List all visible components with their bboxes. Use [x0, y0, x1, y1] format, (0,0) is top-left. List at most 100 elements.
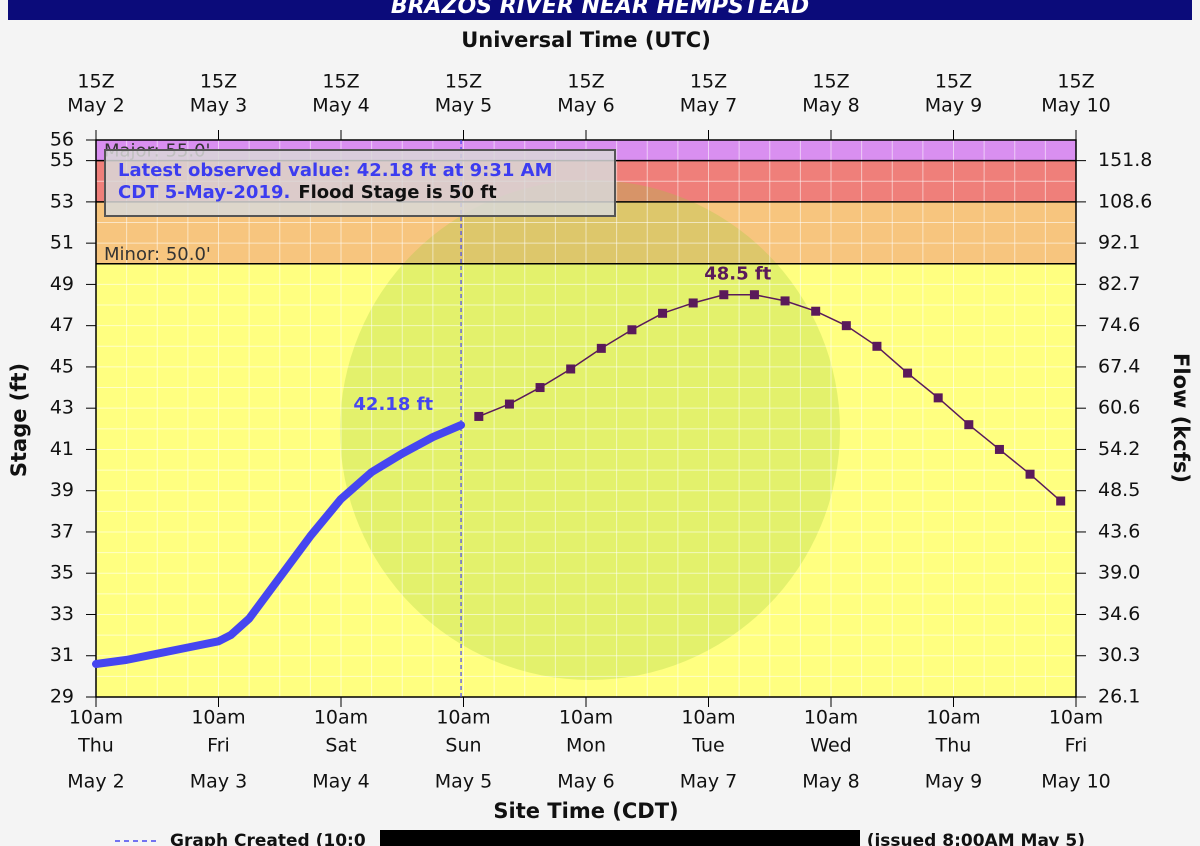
- x-tick-label: 10am: [804, 707, 858, 729]
- x-tick-label: May 8: [802, 771, 859, 793]
- y-tick-label: 41: [50, 438, 74, 460]
- x2-tick-label: 15Z: [77, 71, 114, 93]
- observed-line: [92, 421, 466, 668]
- occluder: [380, 830, 860, 846]
- x2-tick-label: 15Z: [322, 71, 359, 93]
- x2-tick-label: May 6: [557, 95, 614, 117]
- y-tick-label: 39: [50, 479, 74, 501]
- y2-tick-label: 30.3: [1098, 644, 1140, 666]
- x-tick-label: Thu: [77, 735, 114, 757]
- forecast-point: [566, 364, 576, 374]
- annotation-text: Flood Stage is 50 ft: [298, 182, 497, 203]
- x2-tick-label: 15Z: [935, 71, 972, 93]
- x-tick-label: Fri: [1065, 735, 1088, 757]
- forecast-point: [872, 341, 882, 351]
- y2-tick-label: 67.4: [1098, 355, 1140, 377]
- forecast-point: [841, 321, 851, 331]
- y-tick-label: 56: [50, 129, 74, 151]
- watermark: [340, 180, 840, 680]
- flood-stage-label: Minor: 50.0': [104, 244, 211, 265]
- x-tick-label: 10am: [314, 707, 368, 729]
- x-tick-label: Wed: [810, 735, 851, 757]
- y2-tick-label: 60.6: [1098, 397, 1140, 419]
- annotation-text: CDT 5-May-2019.: [118, 182, 290, 203]
- y-tick-label: 49: [50, 273, 74, 295]
- x2-tick-label: May 2: [67, 95, 124, 117]
- x-tick-label: 10am: [681, 707, 735, 729]
- x-tick-label: May 6: [557, 771, 614, 793]
- x-tick-label: May 5: [435, 771, 492, 793]
- forecast-point: [596, 343, 606, 353]
- forecast-point: [749, 290, 759, 300]
- y-tick-label: 37: [50, 520, 74, 542]
- forecast-point: [1056, 496, 1066, 506]
- forecast-point: [780, 296, 790, 306]
- forecast-point: [658, 308, 668, 318]
- x-tick-label: May 10: [1041, 771, 1111, 793]
- annotation-text: Latest observed value: 42.18 ft at 9:31 …: [118, 160, 553, 181]
- forecast-point: [1025, 469, 1035, 479]
- forecast-point: [719, 290, 729, 300]
- x-tick-label: 10am: [191, 707, 245, 729]
- x-tick-label: Sun: [445, 735, 481, 757]
- forecast-point: [994, 444, 1004, 454]
- y2-tick-label: 108.6: [1098, 190, 1152, 212]
- x-tick-label: 10am: [436, 707, 490, 729]
- y2-tick-label: 43.6: [1098, 520, 1140, 542]
- y2-tick-label: 48.5: [1098, 479, 1140, 501]
- x-axis-title: Site Time (CDT): [493, 799, 678, 823]
- x2-tick-label: 15Z: [1057, 71, 1094, 93]
- x2-tick-label: May 7: [680, 95, 737, 117]
- y2-tick-label: 92.1: [1098, 232, 1140, 254]
- x-tick-label: Thu: [935, 735, 972, 757]
- x-tick-label: 10am: [1049, 707, 1103, 729]
- y2-tick-label: 54.2: [1098, 438, 1140, 460]
- x2-tick-label: May 3: [190, 95, 247, 117]
- forecast-point: [504, 399, 514, 409]
- x2-tick-label: May 9: [925, 95, 982, 117]
- x-tick-label: Fri: [207, 735, 230, 757]
- y2-tick-label: 26.1: [1098, 686, 1140, 708]
- y2-tick-label: 151.8: [1098, 149, 1152, 171]
- x-tick-label: 10am: [69, 707, 123, 729]
- y-tick-label: 31: [50, 644, 74, 666]
- x2-tick-label: May 4: [312, 95, 369, 117]
- y-tick-label: 43: [50, 397, 74, 419]
- y-tick-label: 35: [50, 562, 74, 584]
- y-tick-label: 55: [50, 149, 74, 171]
- y-tick-label: 45: [50, 355, 74, 377]
- legend-text: Graph Created (10:0: [170, 831, 366, 846]
- y2-tick-label: 39.0: [1098, 562, 1140, 584]
- annotation-box: [104, 149, 616, 217]
- y-tick-label: 51: [50, 232, 74, 254]
- forecast-point: [688, 298, 698, 308]
- x2-tick-label: 15Z: [567, 71, 604, 93]
- forecast-point: [474, 411, 484, 421]
- forecast-point: [627, 325, 637, 335]
- plot-frame: [95, 139, 1077, 698]
- x-tick-label: May 7: [680, 771, 737, 793]
- y2-axis-title: Flow (kcfs): [1169, 353, 1193, 483]
- forecast-point: [535, 383, 545, 393]
- x-tick-label: 10am: [559, 707, 613, 729]
- x-tick-label: Mon: [566, 735, 606, 757]
- forecast-point: [964, 420, 974, 430]
- x-tick-label: May 2: [67, 771, 124, 793]
- x-tick-label: May 9: [925, 771, 982, 793]
- x-tick-label: Tue: [691, 735, 724, 757]
- x2-tick-label: 15Z: [200, 71, 237, 93]
- x2-axis-title: Universal Time (UTC): [461, 28, 711, 52]
- forecast-point: [903, 368, 913, 378]
- title-banner: [8, 0, 1192, 20]
- x-tick-label: Sat: [325, 735, 356, 757]
- y2-tick-label: 82.7: [1098, 273, 1140, 295]
- data-label: 48.5 ft: [704, 264, 772, 285]
- x-tick-label: May 3: [190, 771, 247, 793]
- data-label: 42.18 ft: [353, 394, 433, 415]
- x-tick-label: May 4: [312, 771, 369, 793]
- y-tick-label: 47: [50, 314, 74, 336]
- y-tick-label: 53: [50, 190, 74, 212]
- x2-tick-label: 15Z: [690, 71, 727, 93]
- y2-tick-label: 74.6: [1098, 314, 1140, 336]
